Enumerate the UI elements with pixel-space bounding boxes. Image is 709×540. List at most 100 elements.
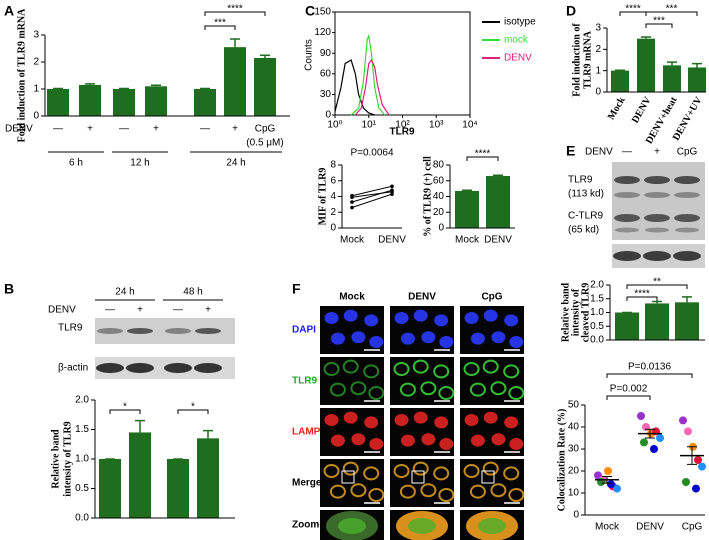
cell <box>399 484 416 499</box>
cell <box>343 411 358 424</box>
cell <box>364 314 379 327</box>
lane-label: + <box>205 305 211 316</box>
scatter-point <box>604 467 612 475</box>
group-label: 24 h <box>226 158 245 169</box>
band-label: C-TLR9 <box>568 211 603 222</box>
bar <box>224 47 246 116</box>
y-tick-label: 0.0 <box>590 335 604 346</box>
y-tick-label: 40 <box>433 191 445 202</box>
paired-line <box>351 189 393 203</box>
significance-label: *** <box>214 18 226 29</box>
significance-label: P=0.0136 <box>628 362 672 373</box>
paired-line <box>351 185 393 197</box>
cell <box>470 434 485 447</box>
blot-band <box>97 328 123 334</box>
blot-band <box>644 214 670 222</box>
x-tick-label: — <box>119 124 129 135</box>
x-tick-label: Mock <box>340 235 365 246</box>
cell <box>413 309 428 322</box>
significance-bracket <box>626 284 688 289</box>
y-tick-label: 0 <box>438 223 444 234</box>
bar <box>113 89 135 116</box>
blot-band <box>673 251 701 261</box>
y-tick-label: 1.5 <box>590 293 604 304</box>
y-tick-label: 150 <box>314 7 331 18</box>
cell <box>342 359 359 374</box>
blot-band <box>96 363 124 373</box>
panel-letter: C <box>305 3 315 19</box>
cell <box>503 466 520 481</box>
y-axis-label: % of TLR9 (+) cell <box>422 156 433 237</box>
error-bar <box>200 87 210 90</box>
y-axis-label: Colocalization Rate (%) <box>556 409 567 512</box>
bar <box>167 459 189 518</box>
x-axis-label: TLR9 <box>390 127 415 138</box>
x-tick-label: DENV <box>630 94 654 125</box>
x-tick-label: + <box>153 124 159 135</box>
significance-label: **** <box>634 289 650 300</box>
significance-bracket <box>204 11 266 16</box>
error-bar <box>652 300 662 304</box>
cell <box>434 314 449 327</box>
blot-band <box>643 251 671 261</box>
x-tick-label: 10¹ <box>362 120 377 131</box>
significance-label: * <box>191 402 195 413</box>
category-note: (0.5 μM) <box>246 138 283 149</box>
panel-letter: D <box>566 3 576 19</box>
paired-point <box>350 205 354 210</box>
y-axis-label: Relative band <box>50 429 61 489</box>
significance-bracket <box>177 409 209 414</box>
bar <box>47 89 69 116</box>
bar <box>194 89 216 116</box>
significance-bracket <box>645 11 698 16</box>
band-label: (65 kd) <box>568 225 599 236</box>
significance-label: *** <box>666 4 678 15</box>
cell <box>393 362 410 376</box>
cell <box>400 332 415 345</box>
cell <box>350 483 367 498</box>
y-tick-label: 3 <box>595 23 601 34</box>
y-tick-label: 20 <box>433 207 445 218</box>
blot-band <box>614 176 640 184</box>
band-label: β-actin <box>58 363 88 374</box>
bar <box>455 190 479 228</box>
significance-label: * <box>123 402 127 413</box>
cell <box>509 438 524 450</box>
x-tick-label: 10² <box>395 120 410 131</box>
cell <box>491 331 506 344</box>
cell <box>394 414 409 426</box>
scatter-point <box>650 445 658 453</box>
y-axis-label: Relative band <box>560 282 571 342</box>
bar <box>615 312 639 340</box>
significance-bracket <box>606 395 651 400</box>
cell <box>508 386 525 400</box>
paired-line <box>351 191 393 198</box>
band-label: TLR9 <box>568 175 593 186</box>
paired-point <box>390 192 394 196</box>
cell <box>330 434 345 447</box>
column-header: CpG <box>481 292 502 303</box>
significance-bracket <box>109 409 141 414</box>
column-header: DENV <box>408 292 436 303</box>
legend-label: isotype <box>504 17 536 28</box>
cell <box>412 461 429 476</box>
significance-bracket <box>606 373 693 378</box>
x-tick-label: DENV <box>636 522 664 533</box>
error-bar <box>667 61 677 66</box>
row-header: DAPI <box>292 325 316 336</box>
row-label: DENV <box>5 124 33 135</box>
panel-letter: E <box>566 143 575 159</box>
x-tick-label: CpG <box>682 522 703 533</box>
y-tick-label: 60 <box>433 175 445 186</box>
y-tick-label: 1.5 <box>75 424 89 435</box>
x-tick-label: 10⁰ <box>327 120 342 131</box>
y-tick-label: 0.0 <box>75 513 89 524</box>
y-axis-label: Fold induction of <box>571 23 582 97</box>
bar <box>645 303 669 340</box>
cell <box>470 332 485 345</box>
cell <box>399 382 416 397</box>
y-tick-label: 1.0 <box>75 454 89 465</box>
blot-header: 48 h <box>183 287 202 298</box>
cell <box>433 466 450 481</box>
error-bar <box>602 476 612 484</box>
